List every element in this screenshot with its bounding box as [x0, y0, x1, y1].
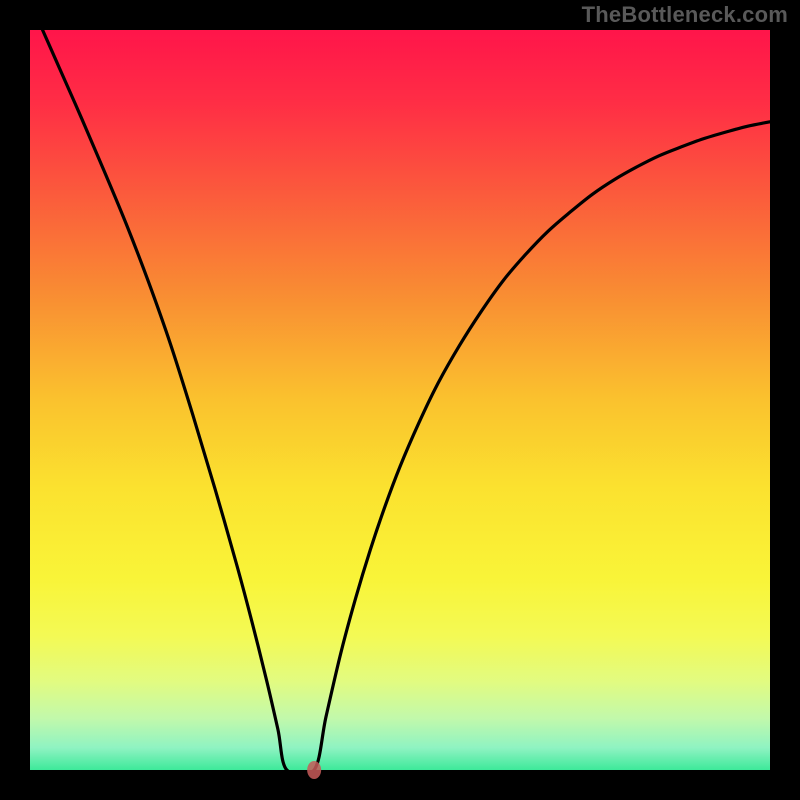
- optimal-point-marker: [307, 761, 321, 779]
- watermark-text: TheBottleneck.com: [582, 2, 788, 28]
- chart-container: TheBottleneck.com: [0, 0, 800, 800]
- bottleneck-chart: [0, 0, 800, 800]
- chart-plot-area: [30, 30, 770, 770]
